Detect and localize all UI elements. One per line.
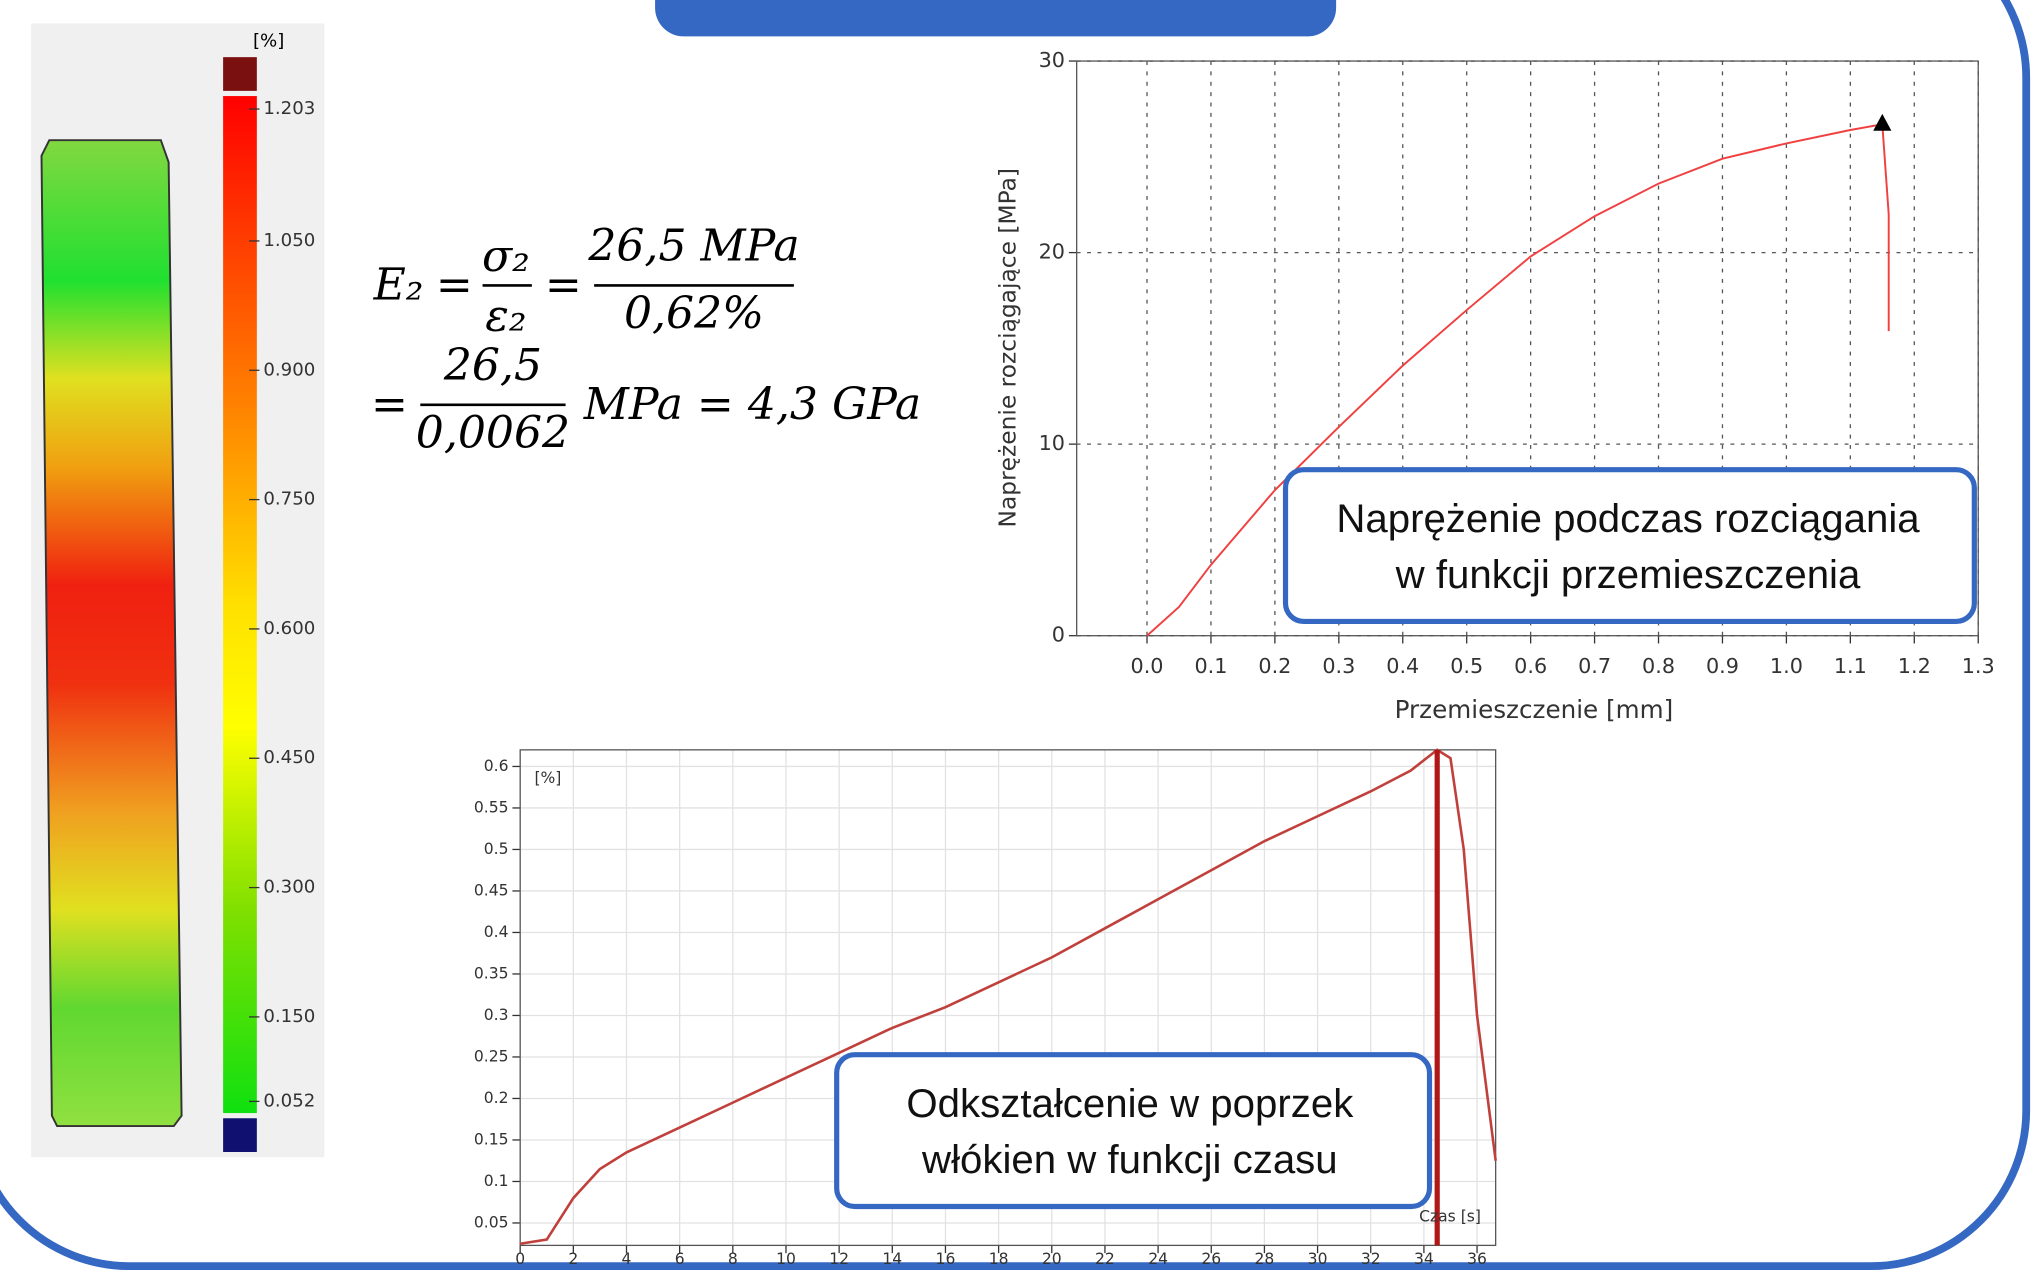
y-axis-label: Naprężenie rozciągające [MPa] bbox=[994, 168, 1022, 527]
x-tick-label: 34 bbox=[1414, 1250, 1434, 1268]
x-tick-label: 12 bbox=[829, 1250, 849, 1268]
y-tick-label: 0.05 bbox=[474, 1213, 509, 1231]
x-tick-label: 30 bbox=[1308, 1250, 1328, 1268]
y-tick-label: 0.3 bbox=[484, 1006, 509, 1024]
colorbar-tick-label: 0.750 bbox=[263, 489, 315, 510]
y-tick-label: 0.35 bbox=[474, 964, 509, 982]
formula-part: 26,5 bbox=[443, 340, 542, 391]
colorbar-tick-label: 0.900 bbox=[263, 359, 315, 380]
formula-part: 0,0062 bbox=[416, 407, 570, 458]
x-tick-label: 4 bbox=[622, 1250, 632, 1268]
colorbar-tick-label: 0.600 bbox=[263, 618, 315, 639]
x-tick-label: 32 bbox=[1361, 1250, 1381, 1268]
x-tick-label: 0.2 bbox=[1258, 654, 1291, 678]
annotation-text: Odkształcenie w poprzek bbox=[906, 1081, 1354, 1126]
x-tick-label: 0.0 bbox=[1131, 654, 1164, 678]
x-tick-label: 22 bbox=[1095, 1250, 1115, 1268]
formula-part: 0,62% bbox=[624, 288, 764, 339]
y-tick-label: 0.25 bbox=[474, 1047, 509, 1065]
formula-part: ε₂ bbox=[485, 291, 526, 342]
annotation-box bbox=[837, 1055, 1430, 1207]
x-tick-label: 0.5 bbox=[1450, 654, 1483, 678]
formula-part: = bbox=[545, 260, 582, 311]
colorbar-over bbox=[223, 57, 257, 91]
colorbar-tick-label: 1.203 bbox=[263, 98, 315, 119]
colorbar-under bbox=[223, 1118, 257, 1152]
x-tick-label: 28 bbox=[1255, 1250, 1275, 1268]
x-tick-label: 14 bbox=[882, 1250, 902, 1268]
annotation-text: w funkcji przemieszczenia bbox=[1395, 552, 1861, 597]
x-tick-label: 26 bbox=[1201, 1250, 1221, 1268]
x-tick-label: 8 bbox=[728, 1250, 738, 1268]
slide: [%] E₂ = σ₂ ε₂ = 26,5 MPa 0,62% = 26,5 0… bbox=[0, 0, 2034, 1274]
title-tab bbox=[655, 0, 1336, 36]
y-tick-label: 10 bbox=[1039, 431, 1065, 455]
page: [%] E₂ = σ₂ ε₂ = 26,5 MPa 0,62% = 26,5 0… bbox=[0, 0, 2034, 1274]
colorbar-tick-label: 0.300 bbox=[263, 877, 315, 898]
formula-part: MPa = 4,3 GPa bbox=[583, 379, 921, 430]
formula-part: 26,5 MPa bbox=[587, 221, 799, 272]
x-tick-label: 1.3 bbox=[1962, 654, 1995, 678]
y-tick-label: 0.1 bbox=[484, 1172, 509, 1190]
y-tick-label: 30 bbox=[1039, 48, 1065, 72]
x-tick-label: 2 bbox=[568, 1250, 578, 1268]
y-tick-label: 0.2 bbox=[484, 1089, 509, 1107]
y-tick-label: 0.55 bbox=[474, 798, 509, 816]
formula-part: = bbox=[371, 379, 408, 430]
colorbar-tick-label: 0.052 bbox=[263, 1090, 315, 1111]
y-tick-label: 0 bbox=[1052, 623, 1065, 647]
colorbar-tick-label: 0.450 bbox=[263, 747, 315, 768]
formula: E₂ = σ₂ ε₂ = 26,5 MPa 0,62% = 26,5 0,006… bbox=[371, 221, 921, 459]
x-tick-label: 18 bbox=[989, 1250, 1009, 1268]
x-tick-label: 20 bbox=[1042, 1250, 1062, 1268]
x-tick-label: 6 bbox=[675, 1250, 685, 1268]
x-tick-label: 0.3 bbox=[1322, 654, 1355, 678]
x-tick-label: 1.1 bbox=[1834, 654, 1867, 678]
x-tick-label: 1.2 bbox=[1898, 654, 1931, 678]
specimen bbox=[42, 140, 182, 1126]
x-tick-label: 0.8 bbox=[1642, 654, 1675, 678]
y-tick-label: 0.6 bbox=[484, 757, 509, 775]
x-tick-label: 0.4 bbox=[1386, 654, 1419, 678]
formula-part: σ₂ bbox=[482, 231, 530, 282]
formula-part: E₂ bbox=[373, 260, 424, 311]
x-axis-label: Przemieszczenie [mm] bbox=[1395, 695, 1674, 724]
x-tick-label: 36 bbox=[1467, 1250, 1487, 1268]
y-unit: [%] bbox=[534, 769, 561, 787]
y-tick-label: 20 bbox=[1039, 240, 1065, 264]
x-tick-label: 0.1 bbox=[1194, 654, 1227, 678]
annotation-text: włókien w funkcji czasu bbox=[921, 1137, 1338, 1182]
annotation-text: Naprężenie podczas rozciągania bbox=[1336, 496, 1920, 541]
x-tick-label: 0 bbox=[515, 1250, 525, 1268]
x-tick-label: 0.9 bbox=[1706, 654, 1739, 678]
y-tick-label: 0.5 bbox=[484, 840, 509, 858]
colorbar-tick-label: 1.050 bbox=[263, 230, 315, 251]
y-tick-label: 0.45 bbox=[474, 881, 509, 899]
x-tick-label: 1.0 bbox=[1770, 654, 1803, 678]
annotation-box bbox=[1286, 470, 1975, 622]
formula-part: = bbox=[436, 260, 473, 311]
colorbar bbox=[223, 96, 257, 1113]
x-tick-label: 10 bbox=[776, 1250, 796, 1268]
x-tick-label: 0.6 bbox=[1514, 654, 1547, 678]
colorbar-tick-label: 0.150 bbox=[263, 1006, 315, 1027]
x-axis-label: Czas [s] bbox=[1419, 1207, 1481, 1225]
y-tick-label: 0.4 bbox=[484, 923, 509, 941]
x-tick-label: 0.7 bbox=[1578, 654, 1611, 678]
y-tick-label: 0.15 bbox=[474, 1130, 509, 1148]
x-tick-label: 24 bbox=[1148, 1250, 1168, 1268]
x-tick-label: 16 bbox=[936, 1250, 956, 1268]
colorbar-unit: [%] bbox=[253, 31, 284, 52]
